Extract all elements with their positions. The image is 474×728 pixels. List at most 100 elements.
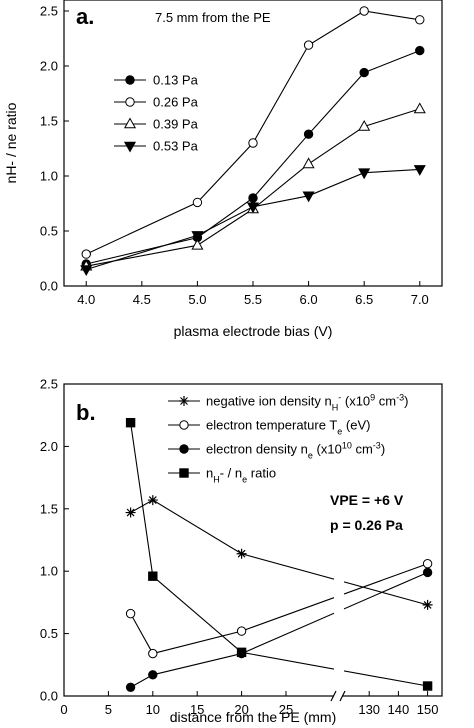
panel-b-series-line (130, 563, 428, 655)
panel-b-x-tick-label: 140 (388, 702, 410, 717)
panel-a-data-point (248, 138, 258, 148)
panel-b-legend-label: electron temperature Te (eV) (206, 418, 370, 437)
panel-b-annotation-pressure: p = 0.26 Pa (330, 517, 403, 533)
panel-a-x-axis-label: plasma electrode bias (V) (174, 323, 333, 339)
panel-a-x-tick-label: 5.5 (244, 292, 262, 307)
panel-a-data-point (413, 165, 426, 176)
panel-a-data-point (358, 119, 371, 131)
panel-a-y-tick-label: 0.5 (40, 224, 58, 239)
panel-b-y-tick-label: 1.0 (40, 564, 58, 579)
panel-b-x-axis-label: distance from the PE (mm) (170, 709, 337, 725)
panel-a-y-tick-label: 2.5 (40, 4, 58, 19)
panel-a-data-point (415, 15, 425, 25)
panel-b-data-point (236, 626, 247, 636)
panel-b-legend-marker (179, 468, 189, 478)
panel-a-y-tick-label: 2.0 (40, 59, 58, 74)
panel-b-data-point (422, 681, 433, 691)
panel-a-data-point (81, 249, 91, 259)
panel-a-series-line (86, 50, 420, 265)
panel-b-legend-label: electron density ne (x1010 cm-3) (206, 441, 385, 461)
panel-b-y-tick-label: 2.0 (40, 439, 58, 454)
panel-a-data-point (248, 193, 258, 203)
panel-a-data-point (192, 197, 203, 208)
panel-a-y-tick-label: 1.5 (40, 114, 58, 129)
panel-b-annotation-vpe: VPE = +6 V (330, 492, 404, 508)
panel-b-data-point (125, 608, 136, 619)
panel-a-data-point (302, 157, 315, 169)
panel-a-legend-label: 0.53 Pa (153, 139, 199, 154)
panel-b-x-tick-label: 5 (105, 702, 112, 717)
panel-b-y-tick-label: 1.5 (40, 501, 58, 516)
panel-a-x-tick-label: 6.0 (300, 292, 318, 307)
panel-b-data-point (422, 599, 433, 610)
panel-b-data-point (236, 548, 247, 559)
panel-a-y-axis-label: nH- / ne ratio (3, 102, 19, 183)
panel-b-data-point (236, 647, 247, 658)
panel-a-legend-label: 0.39 Pa (153, 117, 199, 132)
panel-b-axis-break-gap (334, 692, 342, 700)
panel-a-data-point (415, 45, 425, 56)
panel-b-data-point (422, 559, 433, 569)
panel-a-series-line (86, 168, 420, 271)
panel-a-series-markers (80, 6, 426, 277)
panel-b-legend-marker (179, 420, 189, 430)
panel-a-legend-label: 0.13 Pa (153, 73, 199, 88)
panel-b-line-break-gap (333, 607, 345, 616)
panel-a-data-point (191, 231, 204, 242)
panel-a-data-point (359, 67, 369, 78)
panel-b-x-tick-label: 0 (60, 702, 67, 717)
panel-b-x-tick-label: 25 (279, 702, 293, 717)
panel-a-series-line (86, 108, 420, 267)
panel-b-series-line (130, 571, 428, 688)
panel-b-data-point (125, 417, 136, 428)
panel-a-legend-marker (123, 117, 137, 129)
panel-a-series-line (86, 10, 420, 255)
panel-b-chart: 0 5 10 15 20 25 130 140 150 0.0 0.5 1.0 1.5 2.0 2.5 b.… (40, 377, 443, 725)
panel-a-chart: 4.0 4.5 5.0 5.5 6.0 6.5 7.00.00.51.01.52.02.5 … (3, 0, 443, 339)
panel-b-data-point (148, 670, 158, 680)
panel-a-ticks: 4.0 4.5 5.0 5.5 6.0 6.5 7.0 0.0 0.5 1.0 1.5 2.0 2.5 (40, 4, 429, 308)
panel-b-x-tick-label: 15 (190, 702, 204, 717)
panel-a-data-point (358, 168, 371, 180)
panel-b-legend-marker (179, 396, 189, 406)
panel-b-line-break-gap (333, 667, 345, 673)
panel-b-x-tick-label: 10 (146, 702, 160, 717)
panel-b-series-line (130, 499, 428, 606)
panel-a-data-point (303, 129, 314, 139)
panel-a-x-tick-label: 4.5 (133, 292, 151, 307)
panel-b-y-tick-label: 0.5 (40, 626, 58, 641)
panel-a-data-point (246, 202, 260, 214)
panel-a-data-point (359, 6, 369, 16)
panel-a-y-tick-label: 1.0 (40, 169, 58, 184)
panel-a-data-point (80, 265, 93, 277)
panel-a-legend-marker (123, 141, 137, 153)
panel-a-series-lines (86, 10, 420, 271)
panel-a-data-point (303, 40, 314, 50)
panel-b-data-point (147, 495, 158, 506)
panel-b-line-break-gap (333, 577, 345, 584)
panel-a-legend-marker (125, 75, 135, 85)
panel-b-x-tick-label: 130 (358, 702, 380, 717)
panel-a-legend: 0.13 Pa 0.26 Pa 0.39 Pa 0.53 Pa (114, 73, 199, 154)
panel-b-axis-break-mark (330, 690, 337, 702)
panel-a-x-tick-label: 7.0 (411, 292, 429, 307)
panel-a-data-point (302, 191, 315, 203)
panel-b-data-point (148, 571, 158, 581)
panel-b-data-point (125, 682, 136, 692)
panel-a-label: a. (76, 4, 94, 29)
panel-a-y-tick-label: 0.0 (40, 279, 58, 294)
panel-b-series-lines (130, 422, 428, 688)
panel-b-series-line (130, 422, 428, 687)
panel-b-plot-frame (63, 383, 443, 697)
panel-b-x-tick-label: 20 (234, 702, 248, 717)
panel-a-legend-marker (125, 97, 135, 107)
panel-b-legend-label: negative ion density nH- (x109 cm-3) (206, 393, 409, 413)
panel-b-y-tick-label: 0.0 (40, 689, 58, 704)
panel-a-annotation: 7.5 mm from the PE (155, 10, 271, 25)
panel-b-label: b. (76, 400, 96, 425)
panel-a-x-tick-label: 5.0 (188, 292, 206, 307)
panel-b-y-tick-label: 2.5 (40, 377, 58, 392)
panel-b-legend-marker (179, 444, 189, 454)
panel-b-legend: negative ion density nH- (x109 cm-3) elec… (168, 393, 409, 485)
